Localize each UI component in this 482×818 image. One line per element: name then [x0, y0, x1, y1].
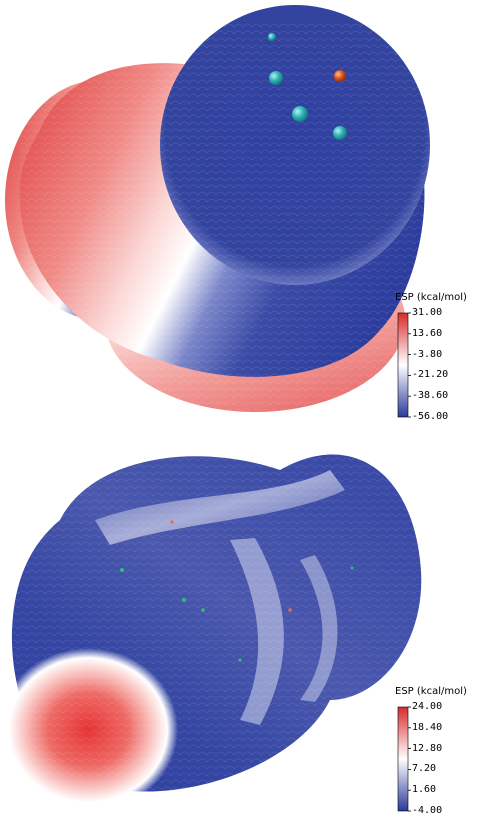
- atom-sphere-1: [268, 33, 276, 41]
- colorbar-tick-label: -56.00: [412, 411, 449, 422]
- atom-speck-7: [350, 566, 354, 570]
- colorbar-top-gradient: [397, 312, 409, 418]
- atom-speck-6: [170, 520, 174, 524]
- colorbar-tick-label: 12.80: [412, 742, 443, 754]
- colorbar-tick-label: 24.00: [412, 701, 443, 712]
- atom-speck-3: [201, 608, 205, 612]
- bottom-esp-surface: [0, 440, 432, 812]
- atom-speck-4: [238, 658, 242, 662]
- colorbar-tick-label: 18.40: [412, 721, 443, 733]
- colorbar-top: [397, 312, 411, 418]
- colorbar-top-title: ESP (kcal/mol): [395, 292, 467, 303]
- colorbar-tick-label: 31.00: [412, 307, 443, 318]
- atom-sphere-2: [269, 71, 283, 85]
- bottom-surface-texture: [12, 440, 432, 800]
- colorbar-bottom: [397, 706, 411, 812]
- atom-sphere-5: [333, 126, 347, 140]
- colorbar-tick-label: 7.20: [412, 763, 437, 775]
- colorbar-tick-label: -21.20: [412, 369, 449, 381]
- colorbar-bottom-title: ESP (kcal/mol): [395, 686, 467, 697]
- colorbar-tick-label: -3.80: [412, 348, 443, 360]
- atom-speck-2: [182, 598, 186, 602]
- colorbar-tick-label: -38.60: [412, 390, 449, 402]
- atom-speck-1: [120, 568, 124, 572]
- top-surface-texture: [20, 20, 440, 410]
- colorbar-tick-label: -4.00: [412, 805, 443, 816]
- colorbar-bottom-gradient: [397, 706, 409, 812]
- colorbar-tick-label: 13.60: [412, 327, 443, 339]
- colorbar-tick-label: 1.60: [412, 784, 437, 796]
- atom-speck-5: [288, 608, 292, 612]
- top-esp-surface: [5, 5, 440, 412]
- atom-sphere-4: [292, 106, 308, 122]
- atom-sphere-3: [334, 70, 346, 82]
